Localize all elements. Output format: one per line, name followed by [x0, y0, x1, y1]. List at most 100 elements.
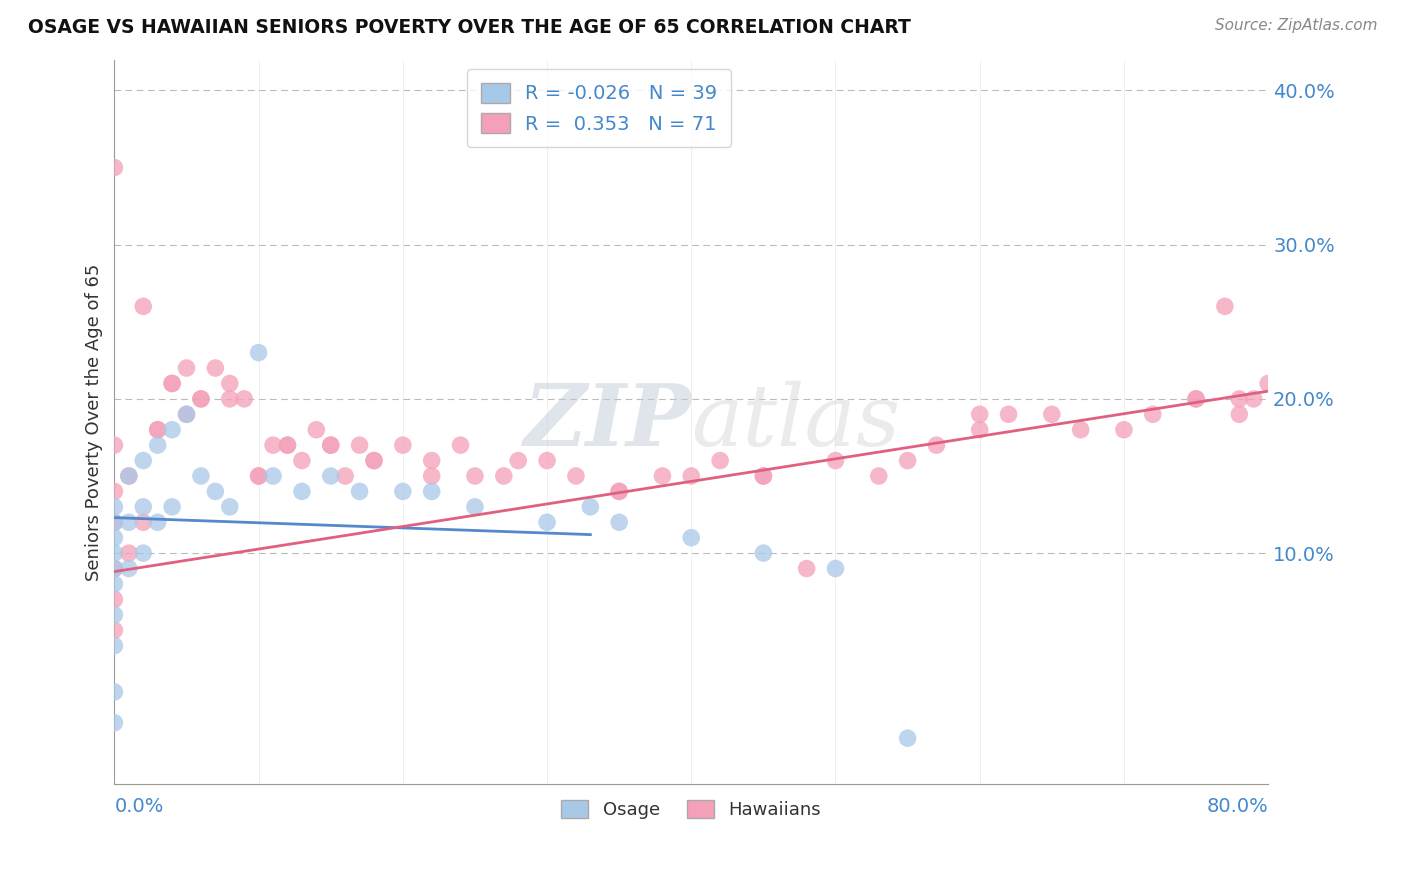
Point [103, 484, 125, 499]
Point [1243, 392, 1265, 406]
Point [176, 407, 198, 421]
Point [190, 392, 212, 406]
Point [103, 607, 125, 622]
Point [607, 484, 630, 499]
Point [118, 561, 141, 575]
Text: ZIP: ZIP [523, 380, 692, 464]
Point [1227, 392, 1250, 406]
Point [118, 515, 141, 529]
Point [262, 438, 284, 452]
Point [160, 500, 183, 514]
Point [1257, 376, 1279, 391]
Point [176, 407, 198, 421]
Point [752, 469, 775, 483]
Text: atlas: atlas [692, 381, 900, 463]
Point [103, 624, 125, 638]
Point [897, 453, 920, 467]
Point [536, 453, 558, 467]
Point [190, 469, 212, 483]
Point [464, 469, 486, 483]
Text: 80.0%: 80.0% [1206, 797, 1268, 816]
Point [536, 515, 558, 529]
Point [146, 438, 169, 452]
Point [349, 484, 371, 499]
Point [824, 453, 846, 467]
Point [897, 731, 920, 746]
Point [247, 345, 270, 359]
Point [752, 469, 775, 483]
Point [291, 453, 314, 467]
Point [363, 453, 385, 467]
Point [262, 469, 284, 483]
Point [176, 361, 198, 376]
Point [1040, 407, 1063, 421]
Point [204, 484, 226, 499]
Point [103, 546, 125, 560]
Point [103, 715, 125, 730]
Point [969, 423, 991, 437]
Point [420, 484, 443, 499]
Point [1185, 392, 1208, 406]
Point [420, 469, 443, 483]
Point [103, 561, 125, 575]
Point [190, 392, 212, 406]
Point [204, 361, 226, 376]
Y-axis label: Seniors Poverty Over the Age of 65: Seniors Poverty Over the Age of 65 [86, 263, 103, 581]
Point [160, 376, 183, 391]
Point [450, 438, 472, 452]
Point [103, 685, 125, 699]
Point [247, 469, 270, 483]
Point [291, 484, 314, 499]
Point [752, 546, 775, 560]
Point [651, 469, 673, 483]
Point [276, 438, 298, 452]
Point [103, 438, 125, 452]
Text: Source: ZipAtlas.com: Source: ZipAtlas.com [1215, 18, 1378, 33]
Point [333, 469, 356, 483]
Point [305, 423, 328, 437]
Point [1112, 423, 1135, 437]
Point [363, 453, 385, 467]
Point [824, 561, 846, 575]
Point [160, 423, 183, 437]
Point [103, 639, 125, 653]
Point [103, 577, 125, 591]
Point [969, 407, 991, 421]
Point [233, 392, 256, 406]
Point [103, 561, 125, 575]
Point [508, 453, 530, 467]
Point [103, 500, 125, 514]
Point [868, 469, 890, 483]
Point [1213, 299, 1236, 313]
Point [146, 423, 169, 437]
Point [247, 469, 270, 483]
Point [218, 392, 240, 406]
Point [319, 438, 342, 452]
Point [607, 515, 630, 529]
Point [607, 484, 630, 499]
Point [319, 438, 342, 452]
Text: OSAGE VS HAWAIIAN SENIORS POVERTY OVER THE AGE OF 65 CORRELATION CHART: OSAGE VS HAWAIIAN SENIORS POVERTY OVER T… [28, 18, 911, 37]
Point [925, 438, 948, 452]
Point [103, 161, 125, 175]
Point [464, 500, 486, 514]
Point [118, 469, 141, 483]
Point [160, 376, 183, 391]
Point [103, 592, 125, 607]
Point [118, 469, 141, 483]
Point [103, 515, 125, 529]
Point [1070, 423, 1092, 437]
Point [392, 438, 415, 452]
Point [709, 453, 731, 467]
Legend: Osage, Hawaiians: Osage, Hawaiians [554, 792, 828, 826]
Text: 0.0%: 0.0% [114, 797, 163, 816]
Point [796, 561, 818, 575]
Point [319, 469, 342, 483]
Point [392, 484, 415, 499]
Point [276, 438, 298, 452]
Point [132, 453, 155, 467]
Point [132, 500, 155, 514]
Point [132, 546, 155, 560]
Point [997, 407, 1019, 421]
Point [1142, 407, 1164, 421]
